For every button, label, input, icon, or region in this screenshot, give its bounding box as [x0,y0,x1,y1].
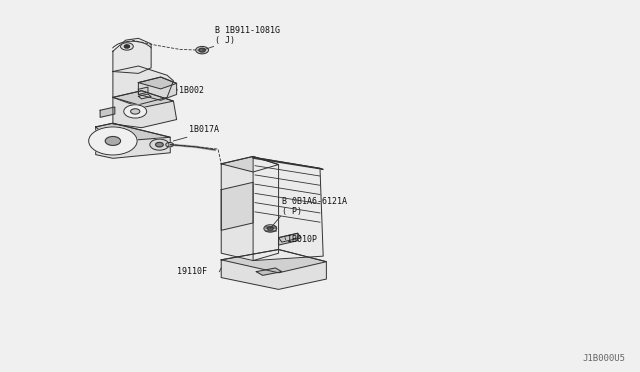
Circle shape [150,139,169,150]
Text: 19110F: 19110F [177,267,207,276]
Polygon shape [96,123,170,158]
Circle shape [124,45,129,48]
Text: 1B002: 1B002 [179,86,204,94]
Circle shape [131,109,140,114]
Circle shape [199,48,205,52]
Polygon shape [138,94,151,99]
Polygon shape [138,87,148,94]
Polygon shape [113,91,173,108]
Text: B 0B1A6-6121A
( P): B 0B1A6-6121A ( P) [282,197,347,216]
Polygon shape [221,157,278,172]
Polygon shape [221,250,326,289]
Polygon shape [278,233,298,245]
Polygon shape [113,38,151,73]
Text: 1B010P: 1B010P [287,235,317,244]
Polygon shape [138,77,177,100]
Polygon shape [221,157,278,260]
Circle shape [268,227,273,230]
Polygon shape [256,268,282,275]
Circle shape [156,142,163,147]
Polygon shape [278,233,301,242]
Polygon shape [113,91,177,128]
Polygon shape [96,123,170,142]
Circle shape [89,127,137,155]
Circle shape [120,43,133,50]
Polygon shape [138,77,177,89]
Polygon shape [100,107,115,117]
Polygon shape [253,157,323,169]
Circle shape [166,142,173,147]
Polygon shape [221,182,253,230]
Polygon shape [113,66,173,105]
Circle shape [124,105,147,118]
Circle shape [105,137,120,145]
Polygon shape [253,157,323,260]
Text: B 1B911-1081G
( J): B 1B911-1081G ( J) [215,26,280,45]
Circle shape [196,46,209,54]
Circle shape [264,225,276,232]
Text: J1B000U5: J1B000U5 [583,354,626,363]
Polygon shape [221,250,326,273]
Text: 1B017A: 1B017A [189,125,220,134]
